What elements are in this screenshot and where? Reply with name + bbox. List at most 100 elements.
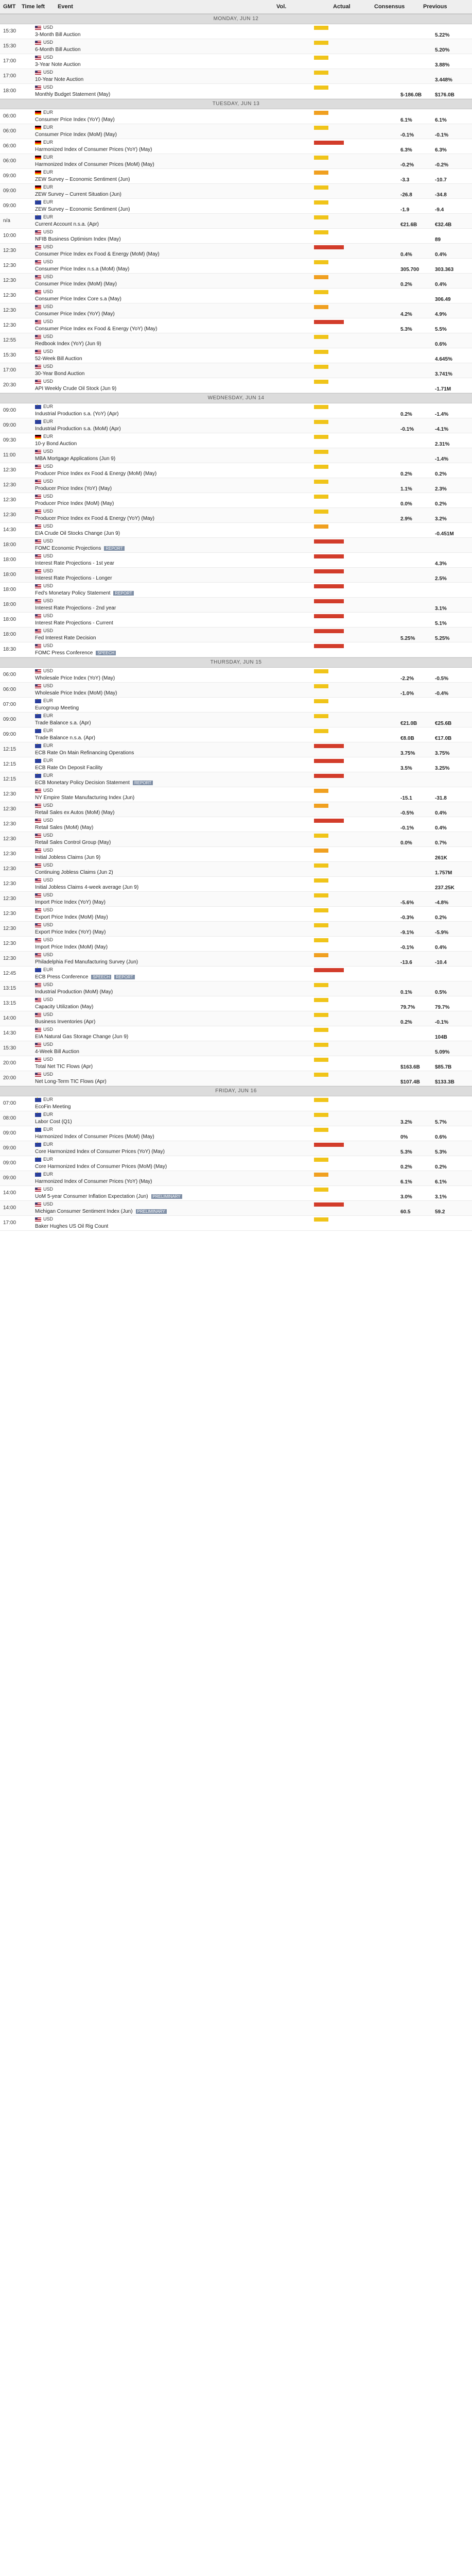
event-name[interactable]: Philadelphia Fed Manufacturing Survey (J… [35, 959, 138, 965]
event-name[interactable]: ECB Rate On Deposit Facility [35, 765, 102, 771]
event-row[interactable]: 12:30 USD Export Price Index (YoY) (May) -9… [0, 922, 472, 937]
event-name[interactable]: Michigan Consumer Sentiment Index (Jun) P… [35, 1209, 167, 1214]
event-name[interactable]: ECB Monetary Policy Decision Statement RE… [35, 780, 153, 786]
event-name[interactable]: Harmonized Index of Consumer Prices (MoM… [35, 162, 154, 167]
event-name[interactable]: Harmonized Index of Consumer Prices (YoY… [35, 147, 152, 152]
event-name[interactable]: ZEW Survey – Economic Sentiment (Jun) [35, 177, 130, 182]
event-name[interactable]: Wholesale Price Index (YoY) (May) [35, 675, 115, 681]
event-name[interactable]: 30-Year Bond Auction [35, 371, 84, 377]
event-name[interactable]: Consumer Price Index Core s.a (May) [35, 296, 121, 302]
event-name[interactable]: MBA Mortgage Applications (Jun 9) [35, 456, 115, 462]
event-row[interactable]: 12:30 USD Import Price Index (MoM) (May) -0… [0, 937, 472, 952]
event-name[interactable]: Total Net TIC Flows (Apr) [35, 1064, 93, 1070]
event-name[interactable]: EIA Natural Gas Storage Change (Jun 9) [35, 1034, 128, 1040]
event-row[interactable]: 12:55 USD Redbook Index (YoY) (Jun 9) 0.6% [0, 333, 472, 348]
event-row[interactable]: 09:00 EUR ZEW Survey – Economic Sentiment … [0, 169, 472, 184]
event-row[interactable]: 08:00 EUR Labor Cost (Q1) 3.2% 5.7% [0, 1111, 472, 1126]
event-row[interactable]: 18:00 USD Interest Rate Projections - Long… [0, 568, 472, 583]
event-name[interactable]: FOMC Press Conference SPEECH [35, 650, 116, 656]
event-name[interactable]: Harmonized Index of Consumer Prices (YoY… [35, 1179, 152, 1184]
event-name[interactable]: Eurogroup Meeting [35, 705, 79, 711]
event-row[interactable]: 20:30 USD API Weekly Crude Oil Stock (Jun … [0, 378, 472, 393]
event-name[interactable]: NFIB Business Optimism Index (May) [35, 236, 121, 242]
event-row[interactable]: 09:00 EUR Core Harmonized Index of Consume… [0, 1141, 472, 1156]
event-name[interactable]: Current Account n.s.a. (Apr) [35, 222, 99, 227]
event-row[interactable]: 09:00 EUR Industrial Production s.a. (MoM)… [0, 418, 472, 433]
event-name[interactable]: API Weekly Crude Oil Stock (Jun 9) [35, 386, 116, 392]
event-row[interactable]: 11:00 USD MBA Mortgage Applications (Jun 9… [0, 448, 472, 463]
event-row[interactable]: 09:00 EUR Industrial Production s.a. (YoY)… [0, 403, 472, 418]
event-name[interactable]: Consumer Price Index ex Food & Energy (M… [35, 251, 160, 257]
event-row[interactable]: 15:30 USD 3-Month Bill Auction 5.22% [0, 24, 472, 39]
event-row[interactable]: n/a EUR Current Account n.s.a. (Apr) €21.6B… [0, 214, 472, 229]
event-name[interactable]: Retail Sales Control Group (May) [35, 840, 111, 845]
event-name[interactable]: Consumer Price Index n.s.a (MoM) (May) [35, 266, 129, 272]
event-name[interactable]: Harmonized Index of Consumer Prices (MoM… [35, 1134, 154, 1140]
event-name[interactable]: Import Price Index (MoM) (May) [35, 944, 108, 950]
event-name[interactable]: Business Inventories (Apr) [35, 1019, 95, 1025]
event-name[interactable]: Retail Sales ex Autos (MoM) (May) [35, 810, 115, 816]
event-name[interactable]: Initial Jobless Claims (Jun 9) [35, 855, 100, 860]
event-name[interactable]: FOMC Economic Projections REPORT [35, 546, 125, 551]
event-name[interactable]: Initial Jobless Claims 4-week average (J… [35, 885, 138, 890]
event-row[interactable]: 17:00 USD 30-Year Bond Auction 3.741% [0, 363, 472, 378]
event-name[interactable]: ZEW Survey – Economic Sentiment (Jun) [35, 207, 130, 212]
event-row[interactable]: 07:00 EUR EcoFin Meeting [0, 1096, 472, 1111]
event-name[interactable]: Producer Price Index ex Food & Energy (M… [35, 471, 156, 477]
event-row[interactable]: 18:00 USD Interest Rate Projections - Curr… [0, 613, 472, 628]
event-row[interactable]: 12:30 USD Retail Sales Control Group (May)… [0, 832, 472, 847]
event-row[interactable]: 17:00 USD 10-Year Note Auction 3.448% [0, 69, 472, 84]
event-row[interactable]: 14:00 USD Michigan Consumer Sentiment Inde… [0, 1201, 472, 1216]
event-row[interactable]: 12:30 USD Producer Price Index (YoY) (May)… [0, 478, 472, 493]
event-name[interactable]: Labor Cost (Q1) [35, 1119, 72, 1125]
event-name[interactable]: Fed Interest Rate Decision [35, 635, 96, 641]
event-row[interactable]: 15:30 USD 6-Month Bill Auction 5.20% [0, 39, 472, 54]
event-row[interactable]: 06:00 EUR Harmonized Index of Consumer Pri… [0, 139, 472, 154]
event-row[interactable]: 06:00 USD Wholesale Price Index (YoY) (May… [0, 668, 472, 683]
event-name[interactable]: Retail Sales (MoM) (May) [35, 825, 93, 831]
event-name[interactable]: NY Empire State Manufacturing Index (Jun… [35, 795, 134, 801]
event-name[interactable]: UoM 5-year Consumer Inflation Expectatio… [35, 1194, 182, 1199]
event-name[interactable]: Interest Rate Projections - Longer [35, 575, 112, 581]
event-row[interactable]: 12:30 USD Consumer Price Index n.s.a (MoM)… [0, 259, 472, 274]
event-name[interactable]: Net Long-Term TIC Flows (Apr) [35, 1079, 107, 1084]
event-row[interactable]: 12:30 USD Producer Price Index ex Food & E… [0, 463, 472, 478]
event-name[interactable]: Export Price Index (YoY) (May) [35, 929, 106, 935]
event-name[interactable]: EIA Crude Oil Stocks Change (Jun 9) [35, 531, 120, 536]
event-row[interactable]: 18:00 USD Fed Interest Rate Decision 5.25% 5… [0, 628, 472, 642]
event-row[interactable]: 20:00 USD Net Long-Term TIC Flows (Apr) $10… [0, 1071, 472, 1086]
event-name[interactable]: Industrial Production s.a. (MoM) (Apr) [35, 426, 121, 432]
event-row[interactable]: 12:15 EUR ECB Rate On Main Refinancing Ope… [0, 742, 472, 757]
event-row[interactable]: 12:30 USD Export Price Index (MoM) (May) -0… [0, 907, 472, 922]
event-row[interactable]: 17:00 USD 3-Year Note Auction 3.88% [0, 54, 472, 69]
event-row[interactable]: 07:00 EUR Eurogroup Meeting [0, 698, 472, 713]
event-row[interactable]: 12:15 EUR ECB Monetary Policy Decision Sta… [0, 772, 472, 787]
event-name[interactable]: ECB Press Conference SPEECH REPORT [35, 974, 135, 980]
event-row[interactable]: 12:30 USD Retail Sales ex Autos (MoM) (May… [0, 802, 472, 817]
event-row[interactable]: 12:15 EUR ECB Rate On Deposit Facility 3.5%… [0, 757, 472, 772]
event-row[interactable]: 12:30 USD Consumer Price Index (YoY) (May)… [0, 303, 472, 318]
event-row[interactable]: 12:30 USD Consumer Price Index ex Food & E… [0, 318, 472, 333]
event-name[interactable]: Consumer Price Index (YoY) (May) [35, 311, 115, 317]
event-name[interactable]: Trade Balance n.s.a. (Apr) [35, 735, 95, 741]
event-row[interactable]: 12:30 USD Consumer Price Index Core s.a (M… [0, 289, 472, 303]
event-row[interactable]: 12:30 USD Import Price Index (YoY) (May) -5… [0, 892, 472, 907]
event-name[interactable]: Continuing Jobless Claims (Jun 2) [35, 870, 113, 875]
event-name[interactable]: 3-Year Note Auction [35, 62, 81, 67]
event-row[interactable]: 12:30 USD Continuing Jobless Claims (Jun 2… [0, 862, 472, 877]
event-name[interactable]: Fed's Monetary Policy Statement REPORT [35, 590, 134, 596]
event-row[interactable]: 12:30 USD NY Empire State Manufacturing In… [0, 787, 472, 802]
event-row[interactable]: 18:00 USD Interest Rate Projections - 1st … [0, 553, 472, 568]
event-name[interactable]: Producer Price Index (YoY) (May) [35, 486, 112, 492]
event-row[interactable]: 20:00 USD Total Net TIC Flows (Apr) $163.6B… [0, 1056, 472, 1071]
event-name[interactable]: Industrial Production (MoM) (May) [35, 989, 113, 995]
event-row[interactable]: 09:00 EUR Harmonized Index of Consumer Pri… [0, 1126, 472, 1141]
event-row[interactable]: 12:30 USD Retail Sales (MoM) (May) -0.1% 0.4… [0, 817, 472, 832]
event-row[interactable]: 06:00 EUR Harmonized Index of Consumer Pri… [0, 154, 472, 169]
event-row[interactable]: 17:00 USD Baker Hughes US Oil Rig Count [0, 1216, 472, 1231]
event-name[interactable]: 52-Week Bill Auction [35, 356, 82, 362]
event-name[interactable]: Interest Rate Projections - 2nd year [35, 605, 116, 611]
event-name[interactable]: Consumer Price Index ex Food & Energy (Y… [35, 326, 158, 332]
event-name[interactable]: Export Price Index (MoM) (May) [35, 914, 108, 920]
